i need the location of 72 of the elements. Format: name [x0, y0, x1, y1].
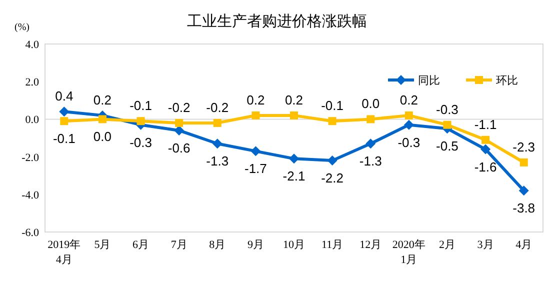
- point: [60, 117, 68, 126]
- data-label: 0.2: [246, 92, 265, 108]
- point: [59, 106, 70, 117]
- x-tick-label: 10月: [283, 239, 305, 251]
- point: [366, 138, 376, 149]
- data-label: 0.2: [93, 92, 112, 108]
- data-label: -1.3: [359, 154, 382, 169]
- point: [174, 125, 184, 136]
- point: [404, 111, 413, 120]
- y-tick-label: -6.0: [22, 227, 40, 239]
- y-tick-label: -4.0: [22, 189, 40, 202]
- data-label: -3.8: [512, 200, 536, 216]
- x-tick-label: 9月: [247, 239, 264, 251]
- point: [482, 136, 490, 144]
- y-tick-label: 4.0: [25, 39, 40, 51]
- point: [366, 115, 375, 124]
- point: [327, 156, 338, 166]
- data-label: -0.1: [321, 98, 344, 114]
- y-axis-title: (%): [14, 22, 30, 33]
- data-label: 0.0: [362, 96, 380, 112]
- point: [328, 117, 336, 126]
- legend-label: 同比: [418, 74, 440, 87]
- point: [175, 118, 184, 127]
- point: [518, 186, 529, 196]
- chart-title: 工业生产者购进价格涨跌幅: [187, 13, 367, 30]
- point: [520, 158, 528, 166]
- data-label: -0.3: [398, 134, 420, 150]
- x-tick-label: 3月: [477, 239, 494, 251]
- x-tick-label: 8月: [209, 239, 226, 251]
- point: [98, 115, 106, 124]
- y-tick-label: 2.0: [25, 76, 40, 89]
- point: [212, 138, 222, 149]
- point: [250, 146, 261, 156]
- point: [252, 111, 260, 120]
- data-label: 0.2: [284, 92, 304, 108]
- data-label: -1.7: [244, 161, 267, 176]
- data-label: -0.2: [206, 100, 229, 115]
- data-label: -1.6: [474, 159, 497, 174]
- x-tick-label: 7月: [170, 239, 188, 251]
- data-label: -2.3: [512, 139, 536, 154]
- legend-label: 环比: [496, 74, 518, 87]
- y-tick-label: 0.0: [25, 114, 40, 126]
- data-label: -0.6: [168, 140, 190, 156]
- data-label: 0.4: [55, 88, 74, 104]
- x-tick-label: 2019年4月: [48, 239, 81, 266]
- data-label: -0.2: [168, 100, 190, 115]
- data-label: 0.0: [93, 129, 112, 144]
- data-label: -0.3: [436, 102, 458, 117]
- data-label: -1.1: [474, 116, 497, 132]
- point: [290, 111, 298, 120]
- data-label: 0.2: [400, 92, 418, 108]
- x-tick-label: 5月: [94, 239, 111, 251]
- y-tick-label: -2.0: [22, 152, 40, 164]
- data-label: -0.5: [436, 138, 458, 154]
- x-tick-label: 11月: [322, 239, 344, 251]
- point: [480, 144, 491, 154]
- point: [404, 120, 414, 130]
- point: [443, 120, 452, 129]
- data-label: -2.1: [282, 168, 306, 184]
- x-tick-label: 12月: [360, 239, 382, 251]
- point: [213, 118, 222, 127]
- data-label: -1.3: [206, 154, 229, 169]
- x-tick-label: 4月: [516, 239, 532, 251]
- x-tick-label: 6月: [132, 239, 150, 251]
- data-label: -2.2: [321, 170, 344, 186]
- x-tick-label: 2020年1月: [392, 239, 426, 266]
- data-label: -0.3: [130, 134, 152, 150]
- data-label: -0.1: [52, 131, 76, 146]
- x-tick-label: 2月: [438, 239, 456, 251]
- point: [289, 154, 299, 164]
- data-label: -0.1: [130, 98, 152, 114]
- point: [136, 117, 145, 126]
